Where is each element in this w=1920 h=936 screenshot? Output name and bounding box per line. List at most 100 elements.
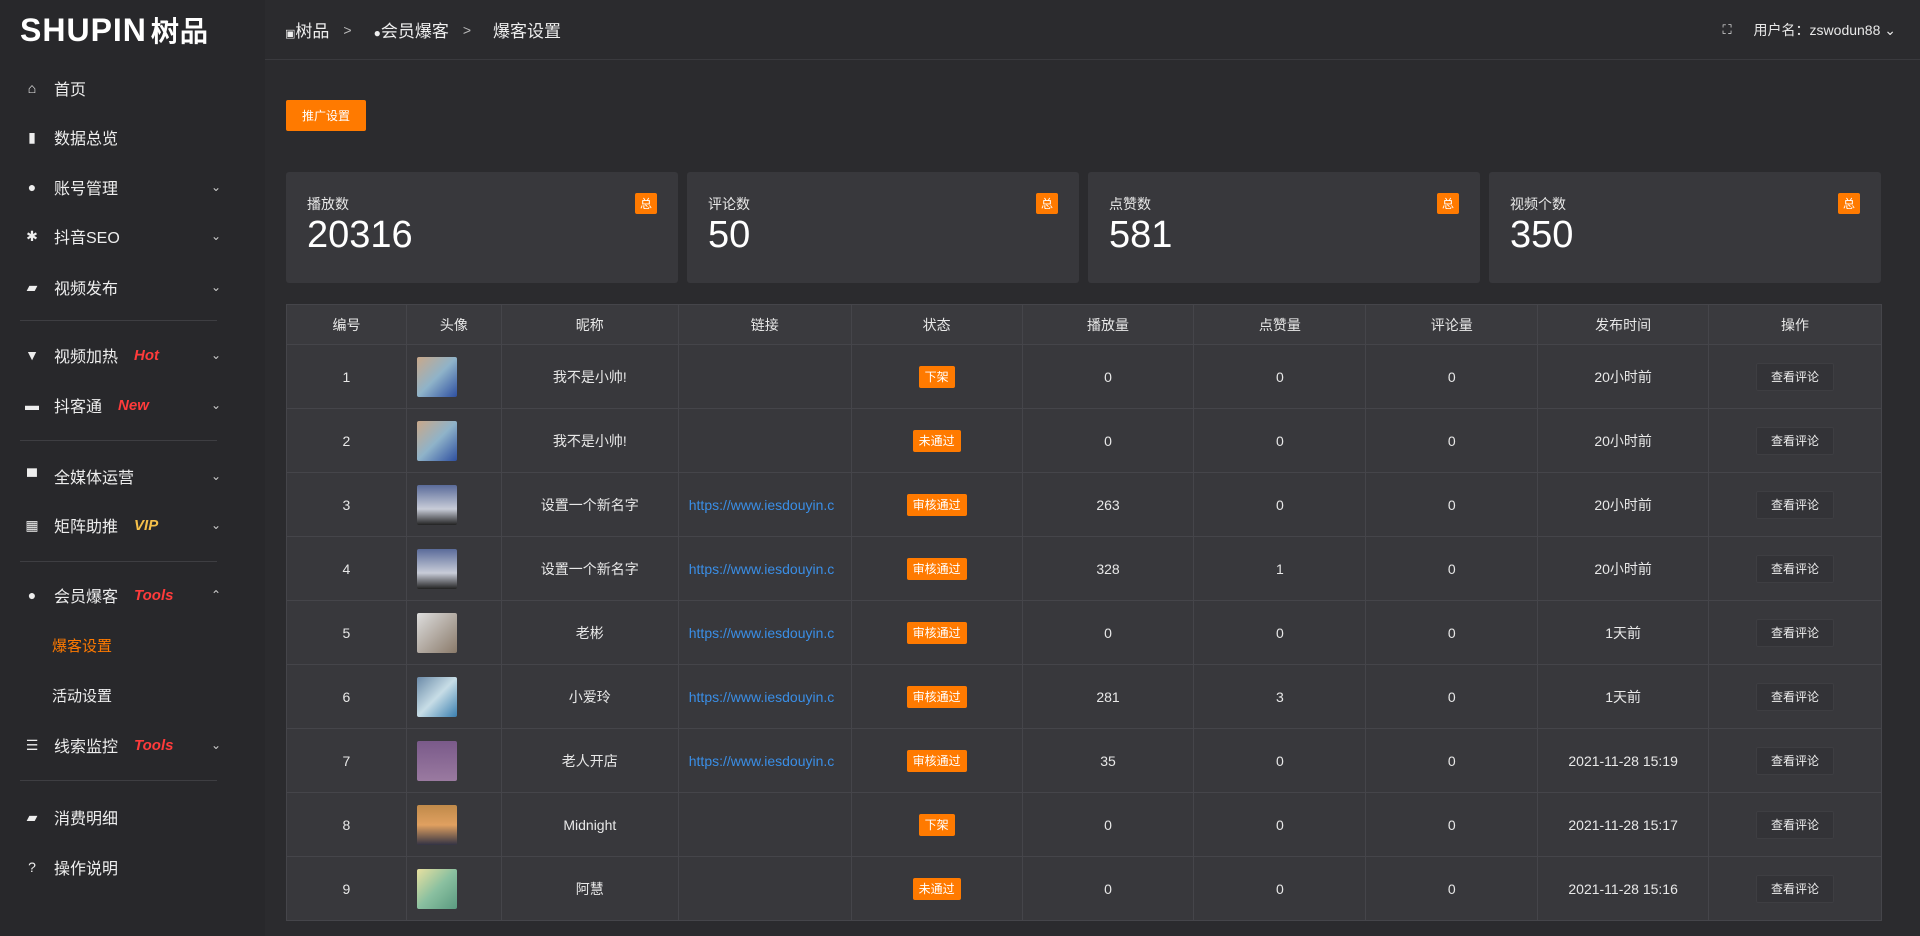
publish-time: 20小时前 xyxy=(1537,344,1710,409)
avatar xyxy=(416,740,457,781)
view-comments-button[interactable]: 查看评论 xyxy=(1756,427,1835,455)
video-link[interactable]: https://www.iesdouyin.c xyxy=(677,472,852,537)
publish-time: 2021-11-28 15:17 xyxy=(1537,792,1710,857)
wallet-icon: ▰ xyxy=(26,808,38,825)
avatar-cell xyxy=(405,856,502,921)
column-header: 播放量 xyxy=(1021,304,1195,345)
view-comments-button[interactable]: 查看评论 xyxy=(1756,619,1835,647)
chevron-icon: ⌄ xyxy=(210,280,221,294)
sidebar-item-7[interactable]: ▀ 全媒体运营 ⌄ xyxy=(0,456,265,496)
sidebar-item-label: 视频加热 xyxy=(54,349,119,366)
publish-time: 1天前 xyxy=(1537,664,1710,729)
sidebar-item-label: 线索监控 xyxy=(54,739,119,756)
status-badge: 审核通过 xyxy=(906,622,967,644)
breadcrumb-home[interactable]: ▣树品 xyxy=(285,22,330,41)
row-id: 1 xyxy=(286,344,407,409)
sidebar-item-2[interactable]: ● 账号管理 ⌄ xyxy=(0,167,265,207)
nickname: 老人开店 xyxy=(500,728,679,793)
sidebar-item-0[interactable]: ⌂ 首页 xyxy=(0,68,265,108)
plays: 0 xyxy=(1021,792,1195,857)
avatar xyxy=(416,676,457,717)
view-comments-button[interactable]: 查看评论 xyxy=(1756,555,1835,583)
avatar-cell xyxy=(405,664,502,729)
avatar xyxy=(416,420,457,461)
sidebar-tag: Tools xyxy=(134,586,174,604)
view-comments-button[interactable]: 查看评论 xyxy=(1756,683,1835,711)
view-comments-button[interactable]: 查看评论 xyxy=(1756,875,1835,903)
publish-time: 2021-11-28 15:16 xyxy=(1537,856,1710,921)
sidebar-item-3[interactable]: ✱ 抖音SEO ⌄ xyxy=(0,216,265,256)
promo-settings-button[interactable]: 推广设置 xyxy=(286,100,366,131)
avatar xyxy=(416,804,457,845)
logo-text: SHUPIN xyxy=(20,11,147,48)
plays: 0 xyxy=(1021,856,1195,921)
breadcrumb-member[interactable]: ●会员爆客 xyxy=(373,22,449,41)
sidebar-item-8[interactable]: ▦ 矩阵助推 VIP ⌄ xyxy=(0,505,265,545)
user-menu[interactable]: 用户名：zswodun88 ⌄ xyxy=(1753,22,1896,38)
comments: 0 xyxy=(1365,600,1539,665)
view-comments-button[interactable]: 查看评论 xyxy=(1756,747,1835,775)
total-badge: 总 xyxy=(1436,193,1459,214)
plays: 263 xyxy=(1021,472,1195,537)
video-link[interactable] xyxy=(677,344,852,409)
sidebar-item-4[interactable]: ▰ 视频发布 ⌄ xyxy=(0,267,265,307)
plays: 0 xyxy=(1021,344,1195,409)
table-row: 5 老彬 https://www.iesdouyin.c 审核通过 0 0 0 … xyxy=(286,600,1882,665)
avatar xyxy=(416,612,457,653)
nickname: Midnight xyxy=(500,792,679,857)
nickname: 设置一个新名字 xyxy=(500,472,679,537)
sidebar-item-6[interactable]: ▬ 抖客通 New ⌄ xyxy=(0,385,265,425)
comments: 0 xyxy=(1365,664,1539,729)
table-row: 3 设置一个新名字 https://www.iesdouyin.c 审核通过 2… xyxy=(286,472,1882,537)
nickname: 我不是小帅! xyxy=(500,344,679,409)
divider xyxy=(20,440,217,441)
table-row: 4 设置一个新名字 https://www.iesdouyin.c 审核通过 3… xyxy=(286,536,1882,601)
likes: 3 xyxy=(1193,664,1367,729)
sidebar-item-5[interactable]: ▼ 视频加热 Hot ⌄ xyxy=(0,335,265,375)
video-link[interactable]: https://www.iesdouyin.c xyxy=(677,728,852,793)
chevron-icon: ⌄ xyxy=(210,348,221,362)
video-link[interactable] xyxy=(677,408,852,473)
publish-time: 20小时前 xyxy=(1537,408,1710,473)
view-comments-button[interactable]: 查看评论 xyxy=(1756,363,1835,391)
video-link[interactable]: https://www.iesdouyin.c xyxy=(677,536,852,601)
video-link[interactable]: https://www.iesdouyin.c xyxy=(677,664,852,729)
table-row: 6 小爱玲 https://www.iesdouyin.c 审核通过 281 3… xyxy=(286,664,1882,729)
row-id: 3 xyxy=(286,472,407,537)
video-link[interactable]: https://www.iesdouyin.c xyxy=(677,600,852,665)
sliders-icon: ☰ xyxy=(25,736,39,753)
view-comments-button[interactable]: 查看评论 xyxy=(1756,811,1835,839)
sidebar-item-11[interactable]: 活动设置 xyxy=(0,675,265,715)
avatar-cell xyxy=(405,408,502,473)
column-header: 头像 xyxy=(405,304,502,345)
avatar xyxy=(416,548,457,589)
likes: 0 xyxy=(1193,472,1367,537)
video-link[interactable] xyxy=(677,792,852,857)
row-id: 9 xyxy=(286,856,407,921)
video-link[interactable] xyxy=(677,856,852,921)
monitor-icon: ▀ xyxy=(27,468,37,484)
sidebar-item-14[interactable]: ? 操作说明 xyxy=(0,847,265,887)
chevron-icon: ⌄ xyxy=(210,180,221,194)
fullscreen-icon[interactable]: ⛶ xyxy=(1722,22,1732,37)
comments: 0 xyxy=(1365,472,1539,537)
sidebar-item-label: 抖音SEO xyxy=(54,230,120,247)
sidebar-tag: Hot xyxy=(134,346,160,364)
row-id: 6 xyxy=(286,664,407,729)
sidebar-item-13[interactable]: ▰ 消费明细 xyxy=(0,797,265,837)
row-id: 2 xyxy=(286,408,407,473)
nickname: 设置一个新名字 xyxy=(500,536,679,601)
plays: 281 xyxy=(1021,664,1195,729)
status-badge: 未通过 xyxy=(912,430,961,452)
logo[interactable]: SHUPIN 树品 xyxy=(0,0,265,60)
sidebar-item-1[interactable]: ▮ 数据总览 xyxy=(0,117,265,157)
sidebar-item-9[interactable]: ● 会员爆客 Tools ⌃ xyxy=(0,575,265,615)
chevron-icon: ⌃ xyxy=(210,588,221,602)
view-comments-button[interactable]: 查看评论 xyxy=(1756,491,1835,519)
sidebar-item-12[interactable]: ☰ 线索监控 Tools ⌄ xyxy=(0,725,265,765)
avatar xyxy=(416,356,457,397)
likes: 0 xyxy=(1193,792,1367,857)
sidebar-item-label: 爆客设置 xyxy=(52,637,113,655)
sidebar-item-10[interactable]: 爆客设置 xyxy=(0,625,265,665)
nickname: 老彬 xyxy=(500,600,679,665)
